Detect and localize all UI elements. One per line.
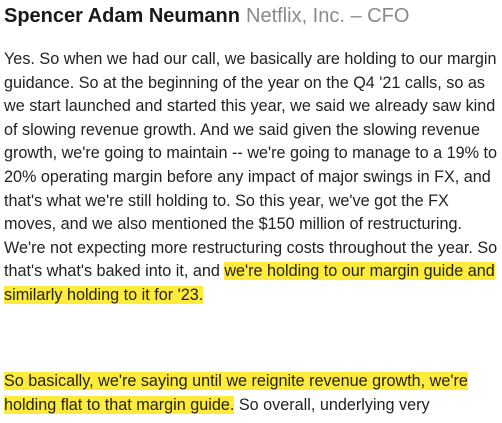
speaker-name: Spencer Adam Neumann bbox=[4, 5, 240, 27]
paragraph-2-text: So overall, underlying very bbox=[234, 395, 430, 414]
transcript-paragraph-1: Yes. So when we had our call, we basical… bbox=[4, 48, 500, 308]
transcript-paragraph-2: So basically, we're saying until we reig… bbox=[4, 370, 500, 417]
paragraph-1-text: Yes. So when we had our call, we basical… bbox=[4, 50, 498, 281]
speaker-header: Spencer Adam Neumann Netflix, Inc. – CFO bbox=[4, 5, 409, 28]
speaker-affiliation: Netflix, Inc. – CFO bbox=[246, 5, 410, 27]
